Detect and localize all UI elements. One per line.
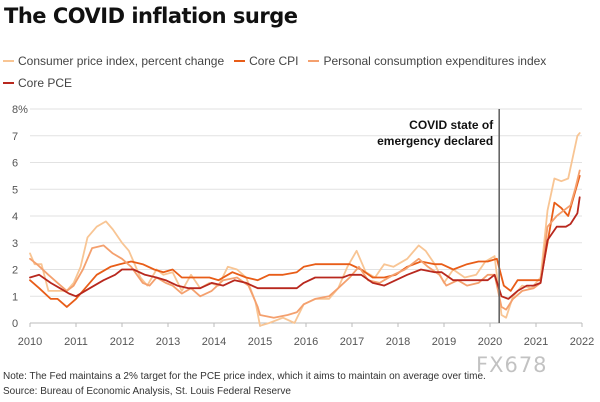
- x-tick-label: 2018: [386, 336, 410, 348]
- y-tick-label: 1: [12, 291, 18, 303]
- y-tick-label: 2: [12, 265, 18, 277]
- legend-swatch: [234, 59, 246, 62]
- x-tick-label: 2010: [18, 336, 42, 348]
- watermark: FX678: [476, 353, 548, 377]
- footnote: Note: The Fed maintains a 2% target for …: [3, 371, 486, 382]
- series-lines: [29, 132, 581, 327]
- source-note: Source: Bureau of Economic Analysis, St.…: [3, 386, 291, 397]
- legend-item: Personal consumption expenditures index: [308, 50, 546, 72]
- x-tick-label: 2012: [110, 336, 134, 348]
- y-tick-label: 5: [12, 184, 18, 196]
- x-tick-label: 2021: [524, 336, 548, 348]
- legend-item: Consumer price index, percent change: [3, 50, 224, 72]
- legend-item: Core PCE: [3, 72, 72, 94]
- series-line-core-pce: [29, 196, 581, 300]
- legend-label: Core PCE: [18, 76, 73, 90]
- x-tick-label: 2016: [294, 336, 318, 348]
- chart-legend: Consumer price index, percent change Core…: [3, 50, 595, 94]
- x-tick-label: 2015: [248, 336, 272, 348]
- y-tick-label: 8%: [12, 104, 28, 116]
- covid-annotation-label: emergency declared: [377, 134, 493, 148]
- y-axis-ticks: 0 1 2 3 4 5 6 7 8%: [12, 104, 28, 330]
- y-tick-label: 3: [12, 238, 18, 250]
- legend-swatch: [3, 81, 14, 84]
- legend-label: Consumer price index, percent change: [18, 54, 225, 68]
- x-axis-ticks: 2010 2011 2012 2013 2014 2015 2016 2017 2018 2019…: [18, 322, 594, 348]
- x-tick-label: 2014: [202, 336, 226, 348]
- covid-annotation-label: COVID state of: [409, 118, 494, 132]
- chart-title: The COVID inflation surge: [4, 4, 298, 28]
- y-tick-label: 7: [12, 131, 18, 143]
- legend-swatch: [308, 59, 320, 62]
- x-tick-label: 2020: [478, 336, 502, 348]
- series-line-core-cpi: [29, 175, 581, 308]
- legend-label: Personal consumption expenditures index: [323, 54, 547, 68]
- x-tick-label: 2022: [570, 336, 594, 348]
- x-tick-label: 2017: [340, 336, 364, 348]
- y-tick-label: 4: [12, 211, 18, 223]
- x-tick-label: 2011: [64, 336, 88, 348]
- series-line-personal-consumption-expenditures-index: [29, 169, 581, 319]
- x-tick-label: 2019: [432, 336, 456, 348]
- legend-label: Core CPI: [249, 54, 299, 68]
- y-tick-label: 0: [12, 318, 18, 330]
- covid-annotation: COVID state of emergency declared: [377, 109, 501, 323]
- series-line-consumer-price-index-percent-change: [29, 132, 581, 327]
- legend-item: Core CPI: [234, 50, 298, 72]
- y-tick-label: 6: [12, 158, 18, 170]
- x-tick-label: 2013: [156, 336, 180, 348]
- legend-swatch: [3, 59, 14, 62]
